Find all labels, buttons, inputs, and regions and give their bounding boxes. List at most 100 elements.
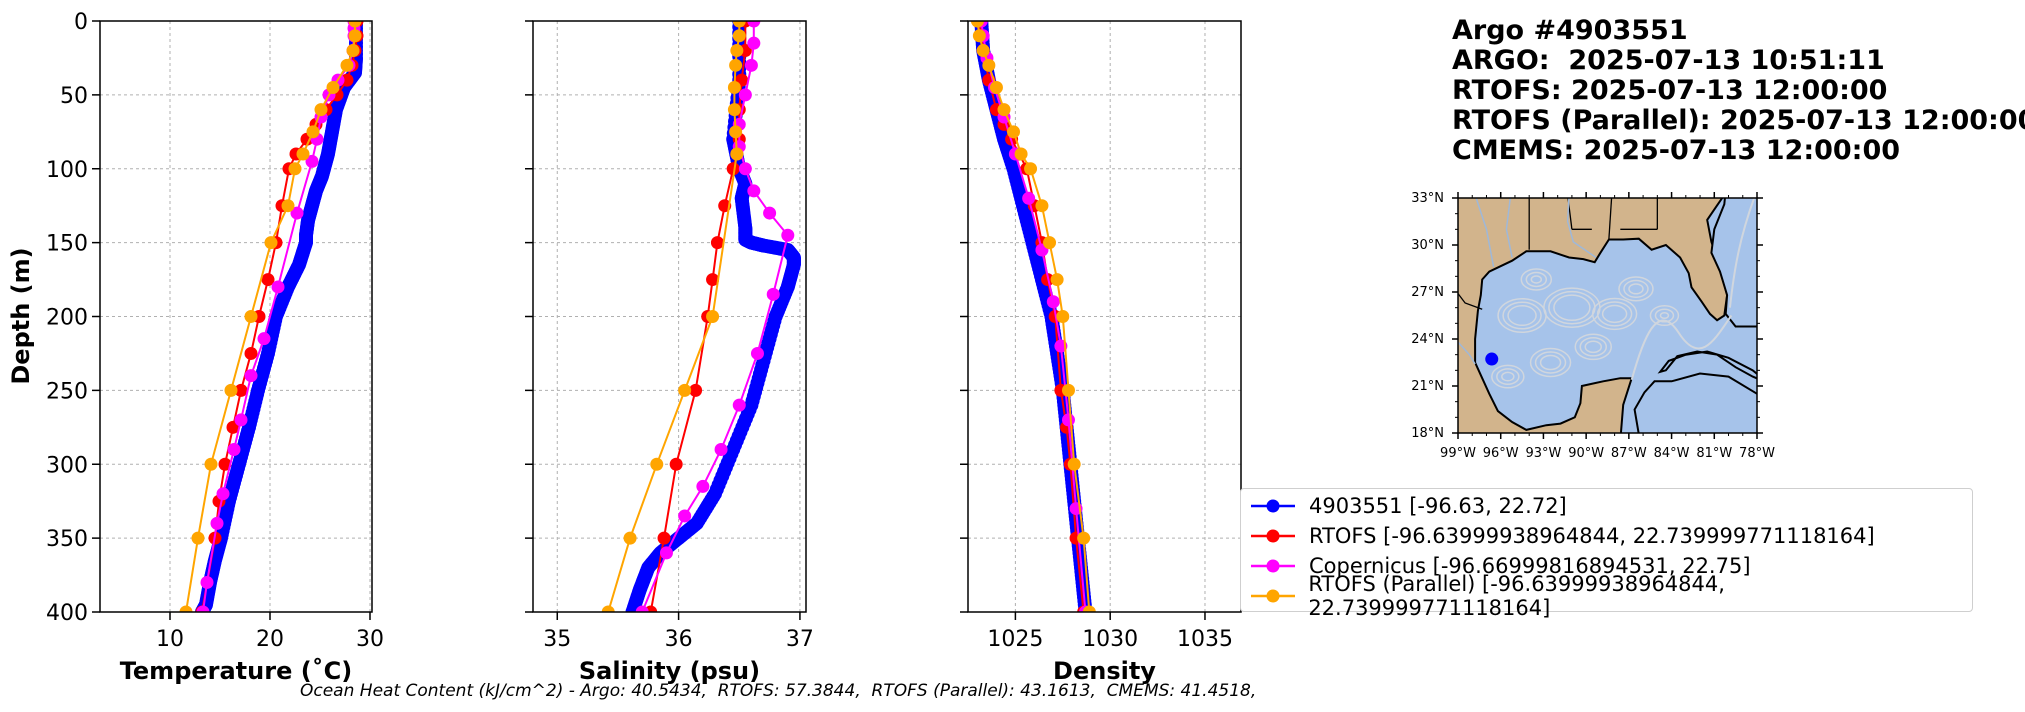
map-lon-label: 90°W <box>1568 446 1604 461</box>
data-point <box>729 58 743 72</box>
streamline <box>1618 276 1654 302</box>
legend-dot <box>1266 499 1280 513</box>
y-tick-label: 350 <box>46 527 88 552</box>
streamline <box>1507 304 1537 327</box>
data-point <box>747 36 761 50</box>
ocean-heat-content-note: Ocean Heat Content (kJ/cm^2) - Argo: 40.… <box>300 681 1257 701</box>
legend-entry-rtofs: RTOFS [-96.63999938964844, 22.7399997711… <box>1249 521 1964 551</box>
data-point <box>635 605 649 612</box>
depth-axis-label: Depth (m) <box>7 247 35 384</box>
rtofs-parallel-time: RTOFS (Parallel): 2025-07-13 12:00:00 <box>1452 105 2025 136</box>
streamline <box>1491 364 1525 389</box>
data-point <box>314 103 328 117</box>
streamline <box>1628 283 1644 295</box>
data-point <box>689 383 703 397</box>
data-point <box>1007 125 1020 139</box>
data-point <box>729 125 743 139</box>
data-point <box>997 103 1011 117</box>
streamline <box>1579 336 1608 357</box>
data-point <box>234 413 248 427</box>
data-point <box>738 88 752 102</box>
y-tick-label: 150 <box>46 232 88 257</box>
data-point <box>244 310 258 323</box>
data-point <box>982 58 996 72</box>
map-lat-label: 33°N <box>1411 191 1444 206</box>
data-point <box>669 457 683 471</box>
data-point <box>288 162 302 176</box>
data-point <box>714 442 728 456</box>
streamline <box>1501 371 1515 382</box>
country-border <box>1458 292 1483 310</box>
streamline <box>1596 301 1633 327</box>
streamline <box>1623 279 1649 299</box>
map-lat-label: 21°N <box>1411 379 1444 394</box>
data-point <box>179 605 193 612</box>
data-point <box>1024 162 1038 176</box>
data-point <box>738 162 752 176</box>
cmems-time: CMEMS: 2025-07-13 12:00:00 <box>1452 135 1901 166</box>
x-tick-label: 30 <box>356 627 384 652</box>
data-point <box>224 383 238 397</box>
river <box>1566 198 1597 259</box>
legend-label: Copernicus [-96.66999816894531, 22.75] <box>1309 554 1751 578</box>
legend-marker <box>1251 529 1295 543</box>
river <box>1505 198 1513 258</box>
streamline <box>1591 297 1638 331</box>
rtofs-time: RTOFS: 2025-07-13 12:00:00 <box>1452 75 1888 106</box>
data-point <box>678 509 692 523</box>
data-point <box>257 332 271 346</box>
density-axes: 1025 1030 1035 Density <box>960 20 1242 685</box>
data-point <box>763 206 777 220</box>
data-point <box>706 273 720 287</box>
caribbean-sea <box>1633 372 1757 433</box>
x-tick-label: 35 <box>543 627 571 652</box>
data-point <box>747 184 761 198</box>
map-lat-label: 24°N <box>1411 332 1444 347</box>
data-point <box>244 369 258 383</box>
legend: 4903551 [-96.63, 22.72] RTOFS [-96.63999… <box>1240 488 1973 620</box>
x-axis-label: Temperature (˚C) <box>120 657 353 685</box>
data-point <box>601 605 615 612</box>
x-tick-label: 20 <box>256 627 284 652</box>
y-tick-label: 50 <box>60 84 88 109</box>
data-point <box>972 29 986 43</box>
data-point <box>306 125 320 139</box>
data-point <box>191 531 205 545</box>
streamline <box>1502 301 1542 330</box>
map-lon-label: 87°W <box>1611 446 1647 461</box>
data-point <box>227 442 241 456</box>
axes-frame <box>532 20 807 613</box>
data-point <box>234 383 248 397</box>
data-point <box>264 236 278 250</box>
series-rtofs-parallel <box>970 21 1096 612</box>
current-streamlines <box>1491 198 1756 389</box>
data-point <box>1077 531 1091 545</box>
y-tick-label: 250 <box>46 379 88 404</box>
data-point <box>348 29 362 43</box>
argo-float-marker <box>1485 352 1499 366</box>
data-point <box>216 487 230 501</box>
data-point <box>340 58 354 72</box>
streamline <box>1496 368 1520 386</box>
streamline <box>1520 268 1553 291</box>
y-tick-label: 200 <box>46 306 88 331</box>
data-point <box>348 21 362 28</box>
data-point <box>1035 199 1049 213</box>
data-point <box>210 516 224 530</box>
argo-float-title: Argo #4903551 <box>1452 15 1688 46</box>
map-frame <box>1457 197 1758 434</box>
x-tick-label: 37 <box>786 627 814 652</box>
temperature-axes: 0 50 100 150 200 250 300 350 400 10 20 30Temperatur… <box>46 10 384 685</box>
data-point <box>781 228 795 242</box>
data-point <box>657 531 671 545</box>
data-point <box>744 58 758 72</box>
data-point <box>976 44 990 58</box>
data-point <box>706 310 720 323</box>
title-block: Argo #4903551 ARGO: 2025-07-13 10:51:11 … <box>1452 16 2025 166</box>
data-point <box>296 147 310 161</box>
river <box>1458 341 1476 365</box>
data-point <box>732 398 746 412</box>
data-point <box>340 73 354 87</box>
y-tick-label: 300 <box>46 453 88 478</box>
